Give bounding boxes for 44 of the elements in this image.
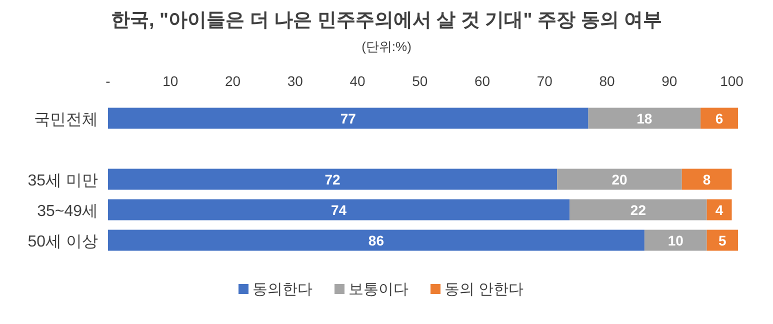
y-tick-label: 35~49세 bbox=[37, 202, 98, 220]
legend-label: 보통이다 bbox=[348, 281, 408, 298]
x-tick-label: 60 bbox=[474, 73, 490, 89]
x-tick-label: 70 bbox=[536, 73, 553, 89]
data-label: 20 bbox=[612, 171, 628, 188]
bar bbox=[706, 199, 732, 220]
bar bbox=[108, 108, 588, 129]
data-label: 8 bbox=[702, 171, 711, 188]
bar bbox=[644, 230, 707, 251]
data-label: 18 bbox=[636, 110, 652, 126]
data-label: 6 bbox=[715, 110, 724, 126]
bar bbox=[588, 108, 701, 129]
x-tick-label: 80 bbox=[599, 73, 616, 89]
bar bbox=[570, 199, 707, 220]
data-label: 4 bbox=[715, 202, 724, 218]
bar bbox=[108, 230, 644, 251]
bar bbox=[700, 108, 738, 129]
x-tick-label: 30 bbox=[287, 73, 304, 89]
y-tick-label: 50세 이상 bbox=[28, 233, 98, 250]
bar bbox=[108, 168, 558, 190]
x-tick-label: 40 bbox=[350, 73, 366, 89]
x-tick-label: 90 bbox=[662, 73, 678, 89]
x-tick-label: 100 bbox=[720, 73, 744, 89]
x-tick-label: - bbox=[106, 73, 111, 89]
data-label: 10 bbox=[668, 232, 684, 248]
data-label: 86 bbox=[368, 232, 384, 248]
y-tick-label: 국민전체 bbox=[34, 111, 98, 128]
x-tick-label: 10 bbox=[162, 73, 178, 89]
legend-label: 동의 안한다 bbox=[444, 281, 524, 298]
data-label: 72 bbox=[324, 171, 341, 188]
chart-title: 한국, "아이들은 더 나은 민주주의에서 살 것 기대" 주장 동의 여부 bbox=[110, 10, 662, 31]
data-label: 5 bbox=[718, 232, 727, 248]
bar bbox=[706, 230, 738, 251]
data-label: 22 bbox=[630, 202, 646, 218]
bar bbox=[557, 168, 682, 190]
data-label: 77 bbox=[340, 110, 356, 126]
y-tick-label: 35세 미만 bbox=[28, 172, 98, 190]
bar bbox=[682, 168, 732, 190]
data-label: 74 bbox=[331, 202, 347, 218]
bar bbox=[108, 199, 570, 220]
x-tick-label: 20 bbox=[224, 73, 241, 89]
x-tick-label: 50 bbox=[412, 73, 428, 89]
chart-subtitle: (단위:%) bbox=[362, 39, 412, 54]
legend-label: 동의한다 bbox=[252, 281, 312, 298]
